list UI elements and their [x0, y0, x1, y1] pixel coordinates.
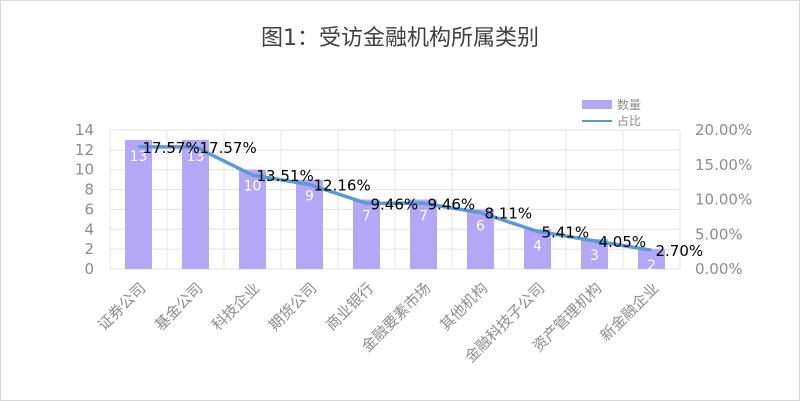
bar-value-label: 4 — [533, 238, 542, 254]
bar-value-label: 3 — [590, 248, 599, 264]
category-label: 科技企业 — [208, 279, 263, 334]
bar-value-label: 10 — [244, 179, 262, 195]
bar-value-label: 9 — [305, 189, 314, 205]
left-axis-tick: 2 — [84, 240, 94, 258]
line-value-label: 8.11% — [485, 205, 533, 223]
bar — [296, 179, 323, 269]
right-axis-ticks: 0.00% 5.00% 10.00% 15.00% 20.00% — [695, 121, 752, 278]
right-axis-tick: 20.00% — [695, 121, 752, 139]
left-axis-ticks: 0 2 4 68 10 12 14 — [75, 121, 94, 278]
category-label: 新金融企业 — [597, 279, 663, 345]
line-series — [138, 145, 652, 252]
right-axis-tick: 15.00% — [695, 156, 752, 174]
bar — [125, 139, 152, 269]
line-value-label: 2.70% — [656, 242, 704, 260]
line-value-label: 9.46% — [371, 195, 419, 213]
bar — [239, 169, 266, 269]
line-value-label: 5.41% — [542, 223, 590, 241]
left-axis-tick: 14 — [75, 121, 94, 139]
bar — [581, 239, 608, 269]
bar — [410, 199, 437, 269]
legend: 数量 占比 — [582, 97, 641, 128]
line-value-label: 17.57% — [143, 139, 200, 157]
bar-data-labels: 13 13 10 9 7 7 6 4 3 2 — [130, 149, 656, 274]
bar-value-label: 13 — [187, 149, 205, 165]
line-data-labels: 17.57% 17.57%13.51%12.16%9.46% 9.46%8.11%5… — [143, 139, 704, 260]
left-axis-tick: 6 — [84, 200, 94, 218]
right-axis-tick: 0.00% — [695, 260, 743, 278]
legend-line-label: 占比 — [617, 113, 641, 128]
left-axis-tick: 10 — [75, 161, 94, 179]
bar-value-label: 6 — [476, 218, 485, 234]
bar-value-label: 13 — [130, 149, 148, 165]
bar — [524, 229, 551, 269]
bar-series — [125, 139, 665, 269]
bar — [638, 249, 665, 269]
right-axis-tick: 10.00% — [695, 191, 752, 209]
line-value-label: 9.46% — [428, 195, 476, 213]
bar — [182, 139, 209, 269]
legend-bar-swatch — [582, 100, 612, 109]
bar — [353, 199, 380, 269]
category-label: 商业银行 — [322, 279, 377, 334]
bar-value-label: 7 — [419, 209, 428, 225]
bar-value-label: 2 — [647, 258, 656, 274]
bar-value-label: 7 — [362, 209, 371, 225]
category-label: 其他机构 — [436, 279, 491, 334]
line-value-label: 17.57% — [200, 139, 257, 157]
category-label: 基金公司 — [151, 279, 206, 334]
category-label: 期货公司 — [265, 279, 320, 334]
left-axis-tick: 0 — [84, 260, 94, 278]
line-value-label: 4.05% — [599, 233, 647, 251]
right-axis-tick: 5.00% — [695, 225, 743, 243]
left-axis-tick: 8 — [84, 181, 94, 199]
legend-bar-label: 数量 — [617, 97, 641, 112]
bar — [467, 209, 494, 269]
category-label: 证券公司 — [94, 279, 149, 334]
line-value-label: 13.51% — [257, 167, 314, 185]
chart-title: 图1：受访金融机构所属类别 — [261, 26, 539, 51]
left-axis-tick: 4 — [84, 220, 94, 238]
left-axis-tick: 12 — [75, 141, 94, 159]
line-value-label: 12.16% — [314, 176, 371, 194]
